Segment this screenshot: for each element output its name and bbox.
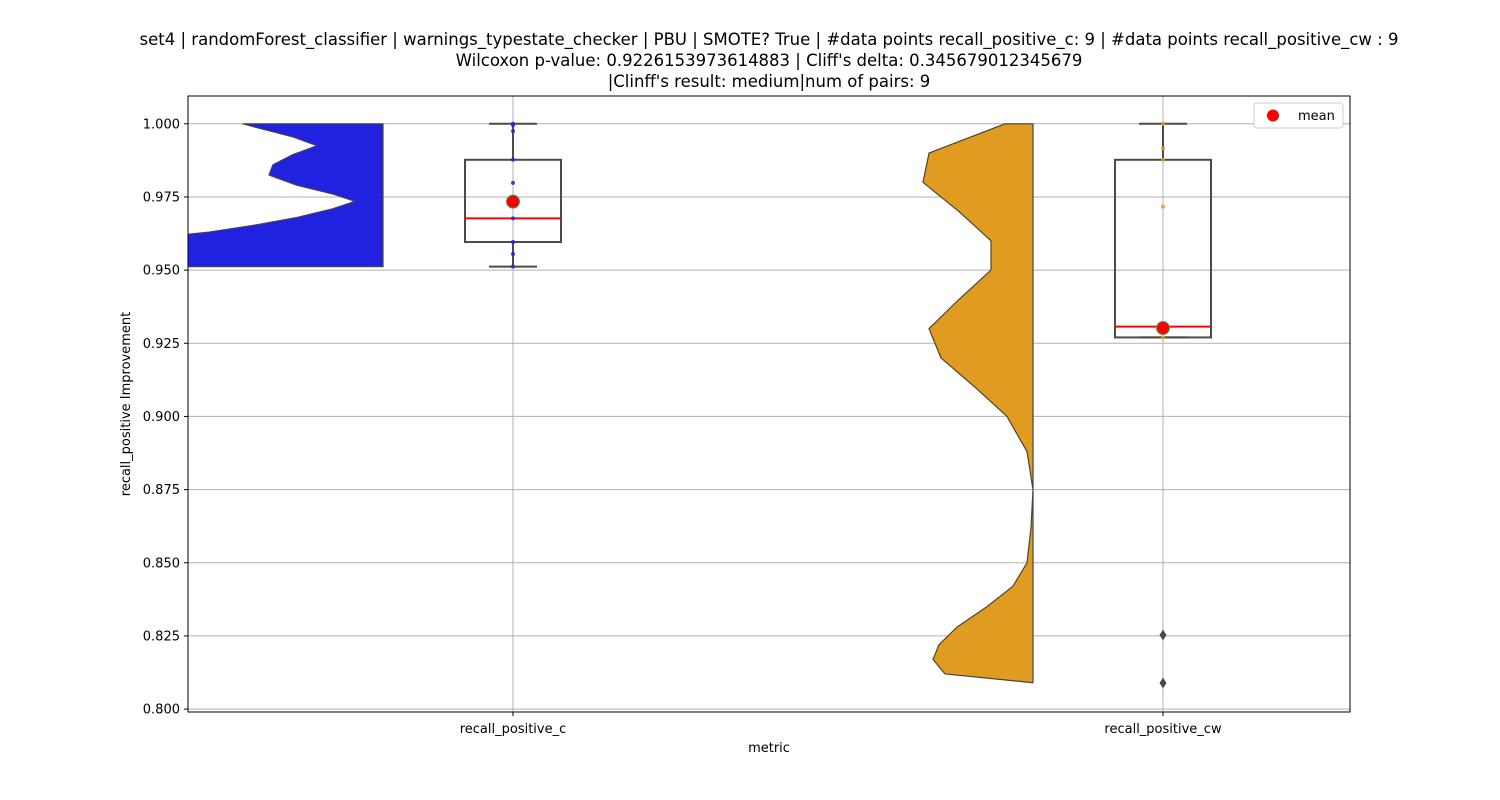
violin-layer [188, 123, 1034, 684]
data-point [511, 252, 515, 257]
y-tick-label: 0.900 [143, 410, 180, 425]
chart-title-line-2: Wilcoxon p-value: 0.9226153973614883 | C… [455, 51, 1083, 70]
violin-recall_positive_cw [922, 123, 1034, 684]
y-tick-label: 0.800 [143, 703, 180, 718]
data-point [1161, 121, 1165, 126]
y-tick-label: 0.875 [143, 483, 180, 498]
violin-recall_positive_c [188, 123, 384, 268]
outlier-point [1159, 629, 1167, 641]
box-layer [464, 121, 1212, 689]
mean-marker [506, 194, 520, 209]
x-tick-label: recall_positive_c [460, 722, 567, 737]
data-point [511, 157, 515, 162]
y-tick-label: 0.825 [143, 629, 180, 644]
y-axis-label: recall_positive Improvement [119, 312, 134, 496]
axis-layer: 0.800 0.825 0.850 0.875 0.900 0.925 0.950 0.975… [143, 117, 1222, 737]
boxplot-recall_positive_c [464, 121, 562, 269]
x-axis-label: metric [748, 741, 790, 756]
chart-title-line-1: set4 | randomForest_classifier | warning… [139, 30, 1399, 49]
data-point [1161, 157, 1165, 162]
chart-title-line-3: |Clinff's result: medium|num of pairs: 9 [607, 72, 931, 91]
plot-frame [187, 95, 1351, 713]
data-point [511, 129, 515, 134]
x-tick-label: recall_positive_cw [1104, 722, 1222, 737]
y-tick-label: 0.925 [143, 337, 180, 352]
data-point [511, 264, 515, 269]
data-point [511, 240, 515, 245]
mean-marker [1156, 321, 1170, 336]
data-point [1161, 335, 1165, 340]
data-point [511, 180, 515, 185]
y-tick-label: 0.950 [143, 264, 180, 279]
legend-mean-label: mean [1298, 109, 1335, 124]
data-point [511, 122, 515, 127]
boxplot-recall_positive_cw [1114, 121, 1212, 689]
y-tick-label: 0.975 [143, 190, 180, 205]
data-point [511, 216, 515, 221]
data-point [1161, 146, 1165, 151]
legend: mean [1253, 102, 1344, 129]
y-tick-label: 0.850 [143, 556, 180, 571]
outlier-point [1159, 677, 1167, 689]
y-tick-label: 1.000 [143, 117, 180, 132]
legend-box [1253, 102, 1344, 129]
legend-mean-marker [1267, 109, 1279, 122]
data-point [1161, 204, 1165, 209]
